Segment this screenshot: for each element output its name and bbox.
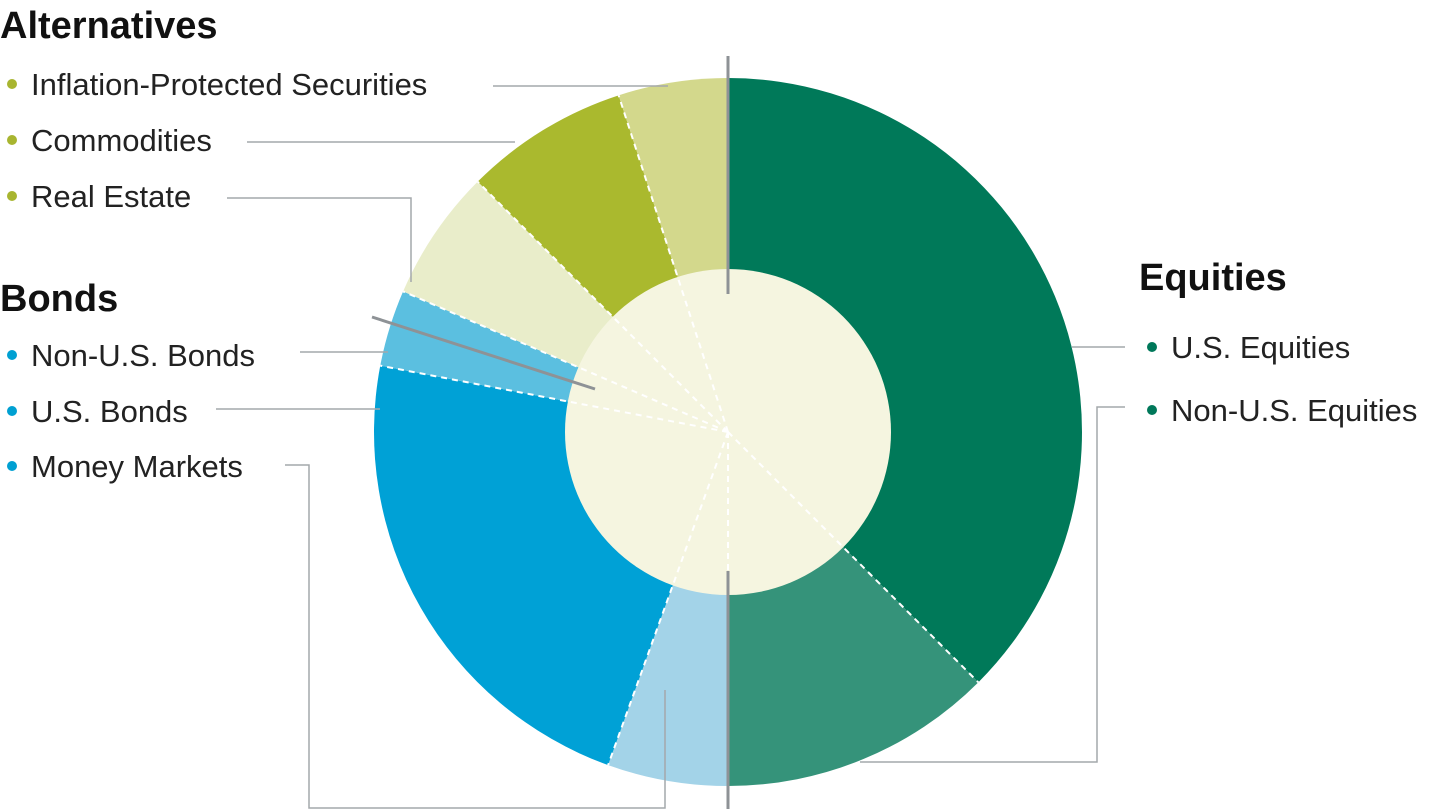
group-dividers xyxy=(371,56,730,809)
legend-item-inflation-protected-securities: Inflation-Protected Securities xyxy=(31,67,427,102)
group-title-equities: Equities xyxy=(1139,257,1287,299)
divider-left xyxy=(371,315,596,391)
slice-separator xyxy=(476,180,729,433)
slice-separator xyxy=(727,431,980,684)
slice-u-s-equities xyxy=(728,78,1082,683)
slice-separator xyxy=(617,95,729,433)
legend-dot xyxy=(7,191,17,201)
leader-lines xyxy=(216,85,1125,809)
slice-separator xyxy=(607,431,729,766)
legend-dot xyxy=(7,79,17,89)
slice-separator xyxy=(402,290,729,433)
legend-item-real-estate: Real Estate xyxy=(31,179,191,214)
group-title-alternatives: Alternatives xyxy=(0,5,218,47)
legend-item-non-us-bonds: Non-U.S. Bonds xyxy=(31,338,255,373)
legend-dot xyxy=(7,461,17,471)
leader-line xyxy=(227,197,412,282)
legend-item-non-us-equities: Non-U.S. Equities xyxy=(1171,393,1417,428)
legend-dot xyxy=(1147,342,1157,352)
slice-separator xyxy=(380,364,729,433)
legend-item-us-equities: U.S. Equities xyxy=(1171,330,1350,365)
legend-dot xyxy=(7,406,17,416)
legend-dot xyxy=(1147,405,1157,415)
leader-line xyxy=(285,464,666,809)
legend-dot xyxy=(7,350,17,360)
legend-dot xyxy=(7,135,17,145)
legend-item-us-bonds: U.S. Bonds xyxy=(31,394,188,429)
leader-line xyxy=(860,406,1125,763)
group-title-bonds: Bonds xyxy=(0,278,118,320)
legend-item-money-markets: Money Markets xyxy=(31,449,243,484)
legend-item-commodities: Commodities xyxy=(31,123,212,158)
